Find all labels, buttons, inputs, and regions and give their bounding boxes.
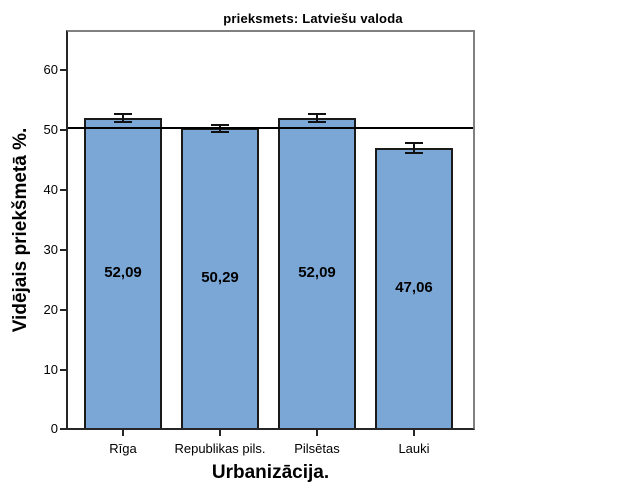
error-bar-cap-top — [114, 113, 132, 115]
error-bar-line — [316, 114, 318, 122]
error-bar-cap-top — [308, 113, 326, 115]
x-tick-mark — [122, 430, 124, 436]
y-tick-label: 10 — [43, 362, 58, 377]
y-tick-label: 60 — [43, 62, 58, 77]
bar-4 — [375, 148, 453, 428]
y-tick-label: 0 — [50, 421, 58, 436]
y-tick-mark — [60, 249, 66, 251]
error-bar-cap-bottom — [114, 121, 132, 123]
bar-3 — [278, 118, 356, 428]
error-bar-cap-bottom — [211, 131, 229, 133]
reference-line — [68, 127, 473, 129]
x-tick-label: Pilsētas — [294, 441, 340, 456]
y-tick-label: 40 — [43, 182, 58, 197]
y-tick-mark — [60, 309, 66, 311]
x-tick-mark — [219, 430, 221, 436]
y-axis-title: Vidējais priekšmetā %. — [10, 127, 31, 333]
x-tick-label: Rīga — [109, 441, 137, 456]
x-tick-label: Lauki — [398, 441, 430, 456]
error-bar-cap-top — [405, 142, 423, 144]
error-bar-line — [413, 143, 415, 153]
error-bar-line — [122, 114, 124, 122]
x-tick-label: Republikas pils. — [174, 441, 266, 456]
y-tick-mark — [60, 189, 66, 191]
bar-value-label: 50,29 — [201, 269, 239, 286]
x-axis-title: Urbanizācija. — [211, 462, 330, 483]
bar-1 — [84, 118, 162, 428]
y-tick-mark — [60, 69, 66, 71]
bar-value-label: 47,06 — [395, 279, 433, 296]
error-bar-cap-bottom — [308, 121, 326, 123]
y-tick-mark — [60, 369, 66, 371]
x-tick-mark — [413, 430, 415, 436]
y-tick-label: 20 — [43, 302, 58, 317]
y-tick-mark — [60, 129, 66, 131]
y-tick-label: 30 — [43, 242, 58, 257]
y-tick-label: 50 — [43, 122, 58, 137]
y-tick-mark — [60, 428, 66, 430]
bar-value-label: 52,09 — [298, 264, 336, 281]
x-tick-mark — [316, 430, 318, 436]
chart-title: prieksmets: Latviešu valoda — [223, 11, 403, 26]
bar-value-label: 52,09 — [104, 264, 142, 281]
error-bar-cap-top — [211, 124, 229, 126]
error-bar-cap-bottom — [405, 152, 423, 154]
